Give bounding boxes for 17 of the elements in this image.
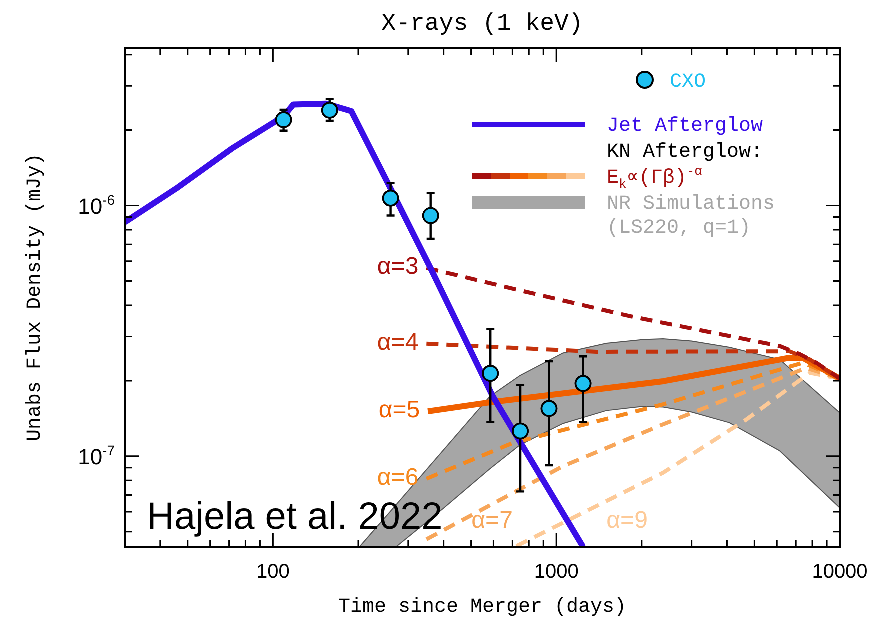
annotation: KN Afterglow: — [607, 141, 764, 164]
series-label: α=3 — [377, 253, 419, 280]
series-label: α=6 — [377, 464, 419, 491]
chart-title: X-rays (1 keV) — [382, 11, 584, 38]
legend-label: NR Simulations (LS220, q=1) — [607, 193, 776, 240]
y-axis-title: Unabs Flux Density (mJy) — [24, 153, 47, 442]
x-tick-label: 10000 — [812, 561, 868, 583]
x-axis-title: Time since Merger (days) — [338, 596, 627, 619]
series-label: α=7 — [472, 507, 513, 534]
x-tick-label: 1000 — [534, 561, 579, 583]
series-label: α=4 — [377, 328, 419, 356]
annotation: Hajela et al. 2022 — [147, 496, 443, 538]
legend-label: CXO — [670, 71, 706, 94]
series-label: α=9 — [606, 507, 648, 534]
x-tick-label: 100 — [256, 561, 290, 583]
text: Jet Afterglow — [607, 115, 764, 138]
series-label: α=5 — [378, 396, 420, 424]
